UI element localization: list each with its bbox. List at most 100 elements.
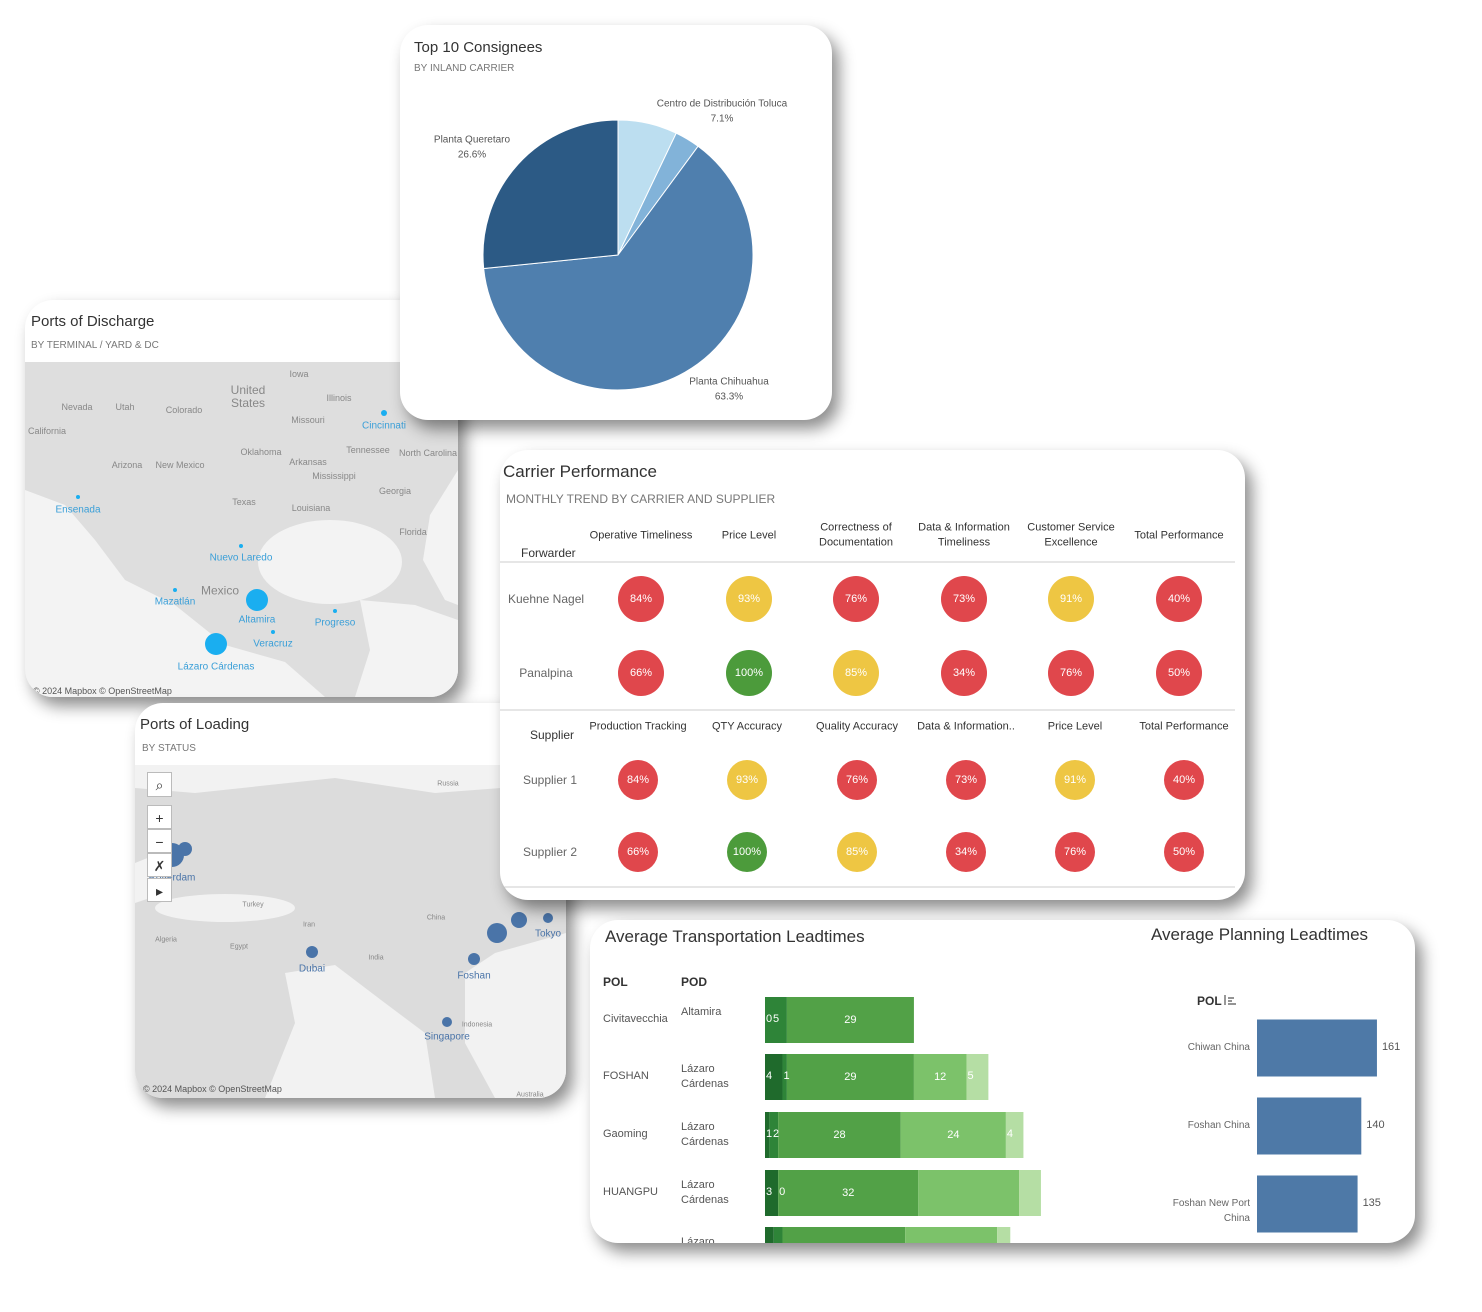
bar-segment — [765, 1112, 770, 1158]
port-marker — [306, 946, 318, 958]
map-place-label: Tennessee — [346, 445, 390, 456]
segment-label: 28 — [833, 1129, 846, 1141]
port-label: Ensenada — [55, 504, 101, 516]
map-place-label: Australia — [516, 1091, 544, 1099]
slice-label-name: Planta Chihuahua — [689, 376, 769, 388]
map-place-label: Texas — [232, 497, 256, 508]
score-badge — [837, 832, 877, 872]
score-label: 40% — [1172, 774, 1196, 786]
slice-label-name: Centro de Distribución Toluca — [656, 98, 788, 110]
value-label: 135 — [1362, 1197, 1381, 1209]
segment-label: 5 — [967, 1070, 974, 1082]
map-place-label: Illinois — [326, 393, 352, 404]
score-label: 50% — [1172, 846, 1196, 858]
table-row-header: Forwarder — [521, 546, 576, 560]
score-badge — [726, 576, 772, 622]
bar-segment — [765, 997, 787, 1043]
map-place-label: Colorado — [165, 405, 203, 416]
score-label: 85% — [844, 667, 868, 679]
map-search-button[interactable]: ⌕ — [147, 772, 172, 797]
score-badge — [837, 760, 877, 800]
row-label: Supplier 2 — [522, 845, 578, 859]
score-badge — [833, 576, 879, 622]
score-label: 76% — [844, 593, 868, 605]
clear-selection-button[interactable]: ✗ — [147, 853, 172, 877]
score-label: 66% — [629, 667, 653, 679]
bar — [1257, 1175, 1358, 1233]
slice-label-value: 26.6% — [457, 149, 487, 161]
port-label: Foshan — [457, 970, 491, 982]
bar-segment — [782, 1054, 787, 1100]
ports-of-discharge-panel: Ports of Discharge BY TERMINAL / YARD & D… — [25, 300, 458, 697]
bar-segment — [765, 1054, 783, 1100]
map-place-label: Iowa — [289, 369, 309, 380]
score-badge — [1055, 832, 1095, 872]
port-marker — [487, 923, 507, 943]
pol-label: FOSHAN — [603, 1070, 649, 1082]
bar-segment — [765, 1227, 774, 1243]
segment-label: 2 — [773, 1128, 780, 1140]
score-label: 100% — [734, 667, 764, 679]
table-column-header: Total Performance — [1139, 720, 1229, 733]
zoom-out-button[interactable]: − — [147, 829, 172, 853]
bar — [1257, 1097, 1362, 1155]
pie-slice — [483, 145, 754, 391]
table-column-header: Data & Information Timeliness — [918, 521, 1010, 549]
bar-segment — [913, 1054, 967, 1100]
port-label: Lázaro Cárdenas — [177, 661, 255, 673]
map-place-label: New Mexico — [155, 460, 205, 471]
table-column-header: Total Performance — [1134, 529, 1224, 542]
map-water — [423, 470, 458, 605]
map-place-label: India — [368, 954, 384, 962]
segment-label: 1 — [766, 1128, 773, 1140]
map-water — [265, 965, 435, 1098]
pod-label: Lázaro Cárdenas — [681, 1121, 729, 1148]
map-water — [465, 933, 566, 1098]
bar-segment — [905, 1227, 998, 1243]
map-place-label: Indonesia — [461, 1021, 493, 1029]
bar-segment — [778, 1170, 919, 1216]
pol-label: HUANGPU — [603, 1186, 659, 1198]
table-column-header: Operative Timeliness — [589, 529, 693, 542]
segment-label: 32 — [842, 1187, 855, 1199]
score-badge — [618, 832, 658, 872]
port-marker — [442, 1017, 452, 1027]
map-place-label: Missouri — [291, 415, 325, 426]
map-water — [355, 600, 458, 697]
segment-label: 4 — [766, 1070, 773, 1082]
score-badge — [941, 650, 987, 696]
score-label: 85% — [845, 846, 869, 858]
zoom-in-button[interactable]: + — [147, 805, 172, 829]
score-badge — [1048, 576, 1094, 622]
segment-label: 12 — [934, 1071, 947, 1083]
pod-label: Lázaro — [681, 1236, 715, 1243]
score-badge — [946, 760, 986, 800]
ports-of-discharge-panel-canvas — [25, 362, 458, 697]
score-label: 91% — [1063, 774, 1087, 786]
port-marker — [381, 410, 387, 416]
play-button[interactable]: ▸ — [147, 878, 172, 902]
table-row-header: Supplier — [530, 728, 575, 742]
bar-segment — [1005, 1112, 1024, 1158]
panel-subtitle: MONTHLY TREND BY CARRIER AND SUPPLIER — [506, 492, 776, 506]
row-label: Supplier 1 — [522, 773, 578, 787]
port-marker — [543, 913, 553, 923]
score-badge — [1048, 650, 1094, 696]
panel-subtitle: BY INLAND CARRIER — [414, 63, 515, 74]
port-label: Mazatlán — [154, 596, 196, 608]
score-label: 76% — [1059, 667, 1083, 679]
panel-title: Top 10 Consignees — [414, 39, 543, 56]
category-label: Foshan New Port China — [1172, 1198, 1250, 1224]
panel-title: Carrier Performance — [503, 462, 657, 481]
port-marker — [271, 630, 275, 634]
segment-label: 5 — [773, 1013, 780, 1025]
map-attribution: © 2024 Mapbox © OpenStreetMap — [33, 686, 172, 696]
score-badge — [833, 650, 879, 696]
map-water — [155, 894, 295, 922]
port-label: Progreso — [314, 617, 356, 629]
panel-subtitle: BY TERMINAL / YARD & DC — [31, 340, 159, 351]
pol-label: Civitavecchia — [603, 1013, 668, 1025]
segment-label: 29 — [844, 1014, 857, 1026]
sort-icon — [1224, 995, 1236, 1005]
score-label: 91% — [1059, 593, 1083, 605]
